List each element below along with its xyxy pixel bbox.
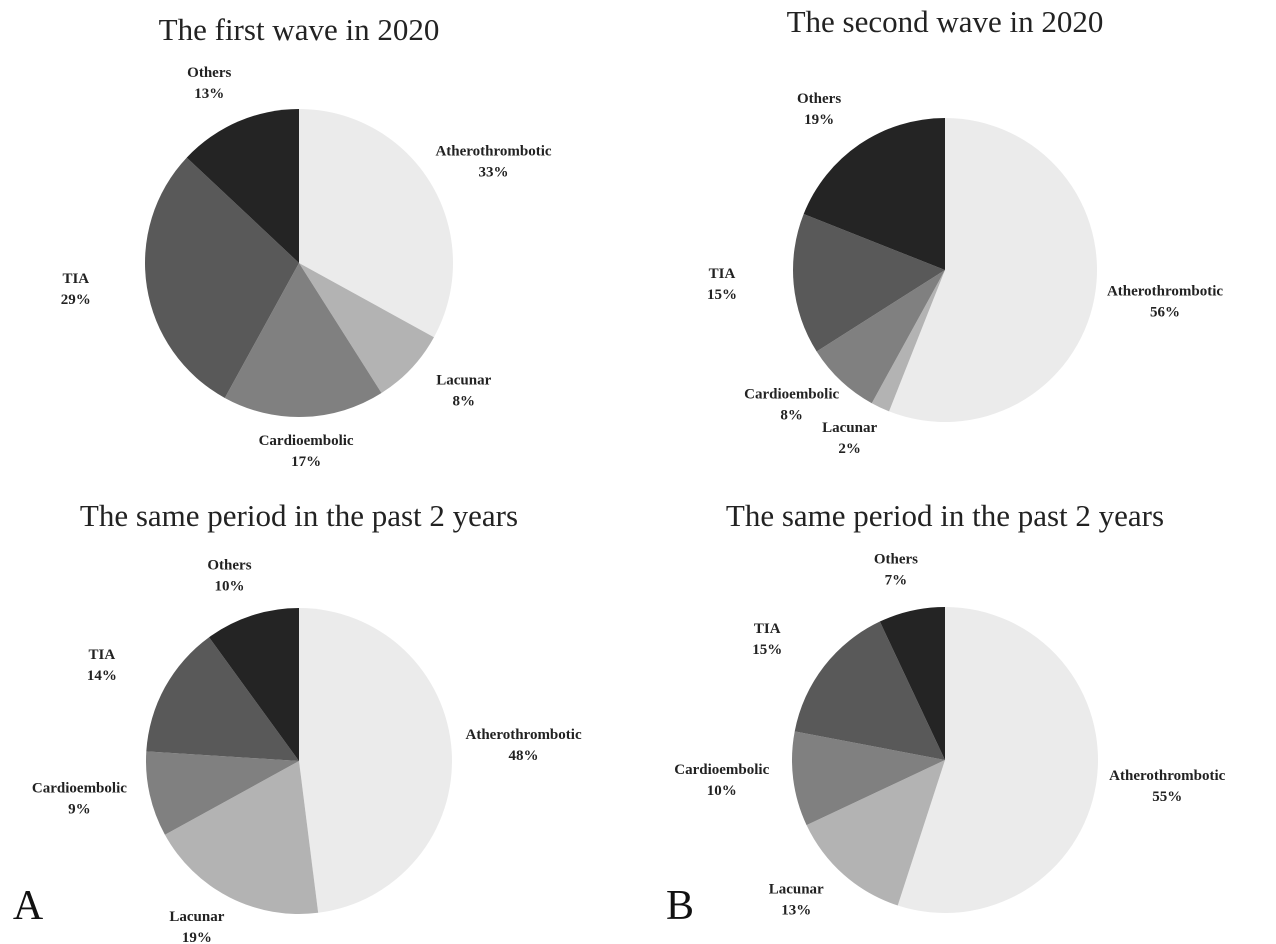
slice-value: 19% bbox=[182, 930, 212, 944]
slice-category: Lacunar bbox=[769, 881, 824, 897]
pie-slice bbox=[224, 263, 382, 417]
pie-slice bbox=[299, 608, 453, 913]
slice-category: Atherothrombotic bbox=[466, 727, 582, 743]
slice-value: 19% bbox=[804, 112, 834, 128]
slice-value: 56% bbox=[1150, 305, 1180, 321]
slice-value: 29% bbox=[61, 292, 91, 308]
chart-title: The second wave in 2020 bbox=[787, 4, 1104, 39]
slice-value: 8% bbox=[780, 408, 803, 424]
slice-category: Others bbox=[187, 65, 231, 81]
slice-category: Others bbox=[874, 552, 918, 568]
pie-slice bbox=[806, 760, 945, 906]
slice-value: 15% bbox=[752, 642, 782, 658]
slice-category: TIA bbox=[88, 647, 115, 663]
pie-slice bbox=[794, 621, 945, 760]
panel-label: B bbox=[666, 883, 694, 929]
pie-slice bbox=[186, 109, 299, 263]
pie-slice bbox=[164, 761, 319, 914]
slice-value: 33% bbox=[479, 164, 509, 180]
pie-slice bbox=[299, 263, 434, 394]
slice-value: 2% bbox=[838, 441, 861, 457]
slice-value: 14% bbox=[87, 668, 117, 684]
pie-slice bbox=[145, 157, 299, 398]
pie-slice bbox=[879, 607, 945, 760]
pie-slice bbox=[889, 118, 1097, 422]
pie-slice bbox=[816, 270, 945, 404]
pie-slice bbox=[897, 607, 1098, 913]
slice-value: 7% bbox=[885, 573, 908, 589]
pie-slice bbox=[792, 731, 945, 826]
pie-slice bbox=[793, 214, 945, 352]
slice-value: 8% bbox=[452, 393, 475, 409]
slice-category: Lacunar bbox=[436, 372, 491, 388]
slice-value: 55% bbox=[1152, 789, 1182, 805]
slice-category: Cardioembolic bbox=[674, 762, 769, 778]
slice-category: TIA bbox=[709, 266, 736, 282]
slice-value: 13% bbox=[781, 902, 811, 918]
slice-category: TIA bbox=[62, 271, 89, 287]
slice-category: Atherothrombotic bbox=[1107, 284, 1223, 300]
slice-category: Others bbox=[207, 557, 251, 573]
chart-title: The first wave in 2020 bbox=[159, 12, 440, 47]
slice-category: Cardioembolic bbox=[32, 781, 127, 797]
pie-slice bbox=[803, 118, 945, 270]
slice-category: Cardioembolic bbox=[744, 387, 839, 403]
pie-slice bbox=[146, 637, 299, 761]
slice-category: Atherothrombotic bbox=[435, 143, 551, 159]
slice-category: Others bbox=[797, 91, 841, 107]
pie-slice bbox=[871, 270, 945, 412]
slice-value: 17% bbox=[291, 454, 321, 470]
slice-value: 15% bbox=[707, 287, 737, 303]
chart-title: The same period in the past 2 years bbox=[726, 498, 1164, 533]
slice-value: 10% bbox=[214, 578, 244, 594]
slice-category: Atherothrombotic bbox=[1109, 768, 1225, 784]
slice-category: TIA bbox=[754, 621, 781, 637]
pie-slice bbox=[299, 109, 453, 338]
slice-value: 13% bbox=[194, 86, 224, 102]
slice-category: Cardioembolic bbox=[259, 433, 354, 449]
slice-value: 10% bbox=[707, 783, 737, 799]
panel-label: A bbox=[13, 883, 44, 929]
chart-title: The same period in the past 2 years bbox=[80, 498, 518, 533]
slice-value: 9% bbox=[68, 802, 91, 818]
slice-category: Lacunar bbox=[822, 420, 877, 436]
pie-slice bbox=[146, 751, 299, 835]
pie-slice bbox=[209, 608, 299, 761]
slice-value: 48% bbox=[509, 748, 539, 764]
slice-category: Lacunar bbox=[169, 909, 224, 925]
